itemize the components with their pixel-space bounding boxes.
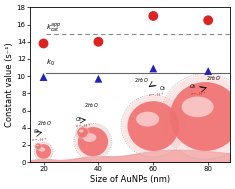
- Ellipse shape: [170, 82, 235, 151]
- Text: $2H_2O$: $2H_2O$: [37, 119, 51, 128]
- Text: $e^-, H^+$: $e^-, H^+$: [148, 91, 164, 99]
- Point: [206, 70, 210, 73]
- Point: [97, 40, 100, 43]
- Ellipse shape: [39, 147, 45, 152]
- Point: [42, 76, 45, 79]
- Ellipse shape: [35, 143, 41, 149]
- Point: [151, 67, 155, 70]
- Ellipse shape: [136, 112, 159, 127]
- Ellipse shape: [35, 143, 42, 150]
- Point: [42, 42, 45, 45]
- Ellipse shape: [36, 145, 39, 146]
- Ellipse shape: [83, 133, 96, 142]
- Text: $O_2$: $O_2$: [75, 115, 83, 124]
- Y-axis label: Constant value (s⁻¹): Constant value (s⁻¹): [5, 42, 14, 127]
- Text: $e^-, H^+$: $e^-, H^+$: [75, 122, 92, 130]
- Text: $k_{cat}^{app}$: $k_{cat}^{app}$: [46, 21, 62, 34]
- Text: $O_2$: $O_2$: [189, 82, 197, 91]
- Ellipse shape: [36, 144, 51, 159]
- Point: [97, 77, 100, 80]
- Text: $e^-, H^+$: $e^-, H^+$: [190, 90, 207, 98]
- Ellipse shape: [79, 129, 84, 132]
- Text: $2H_2O$: $2H_2O$: [133, 76, 148, 85]
- Ellipse shape: [182, 97, 214, 117]
- Text: $k_0$: $k_0$: [46, 58, 55, 68]
- Text: $2H_2O$: $2H_2O$: [84, 101, 99, 110]
- Text: $2H_2O$: $2H_2O$: [206, 74, 221, 83]
- Ellipse shape: [77, 127, 88, 138]
- Ellipse shape: [74, 124, 111, 160]
- Ellipse shape: [78, 127, 108, 156]
- Ellipse shape: [128, 101, 179, 151]
- Ellipse shape: [34, 143, 53, 160]
- Ellipse shape: [76, 126, 89, 139]
- Text: $O_2$: $O_2$: [33, 127, 40, 136]
- X-axis label: Size of AuNPs (nm): Size of AuNPs (nm): [90, 175, 170, 184]
- Ellipse shape: [122, 96, 185, 156]
- Text: $O_2$: $O_2$: [159, 84, 167, 93]
- Ellipse shape: [162, 74, 235, 159]
- Text: $e^-, H^+$: $e^-, H^+$: [31, 136, 48, 144]
- Point: [151, 14, 155, 17]
- Point: [206, 19, 210, 22]
